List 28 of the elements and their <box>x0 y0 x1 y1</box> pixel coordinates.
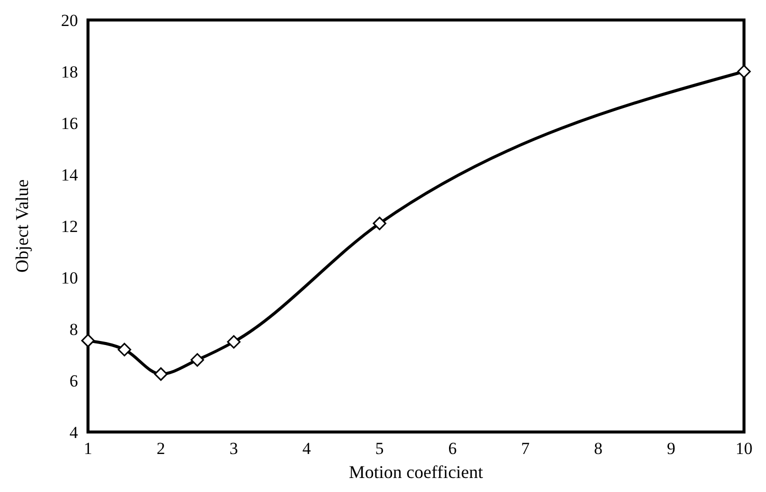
y-tick-label: 10 <box>61 268 78 288</box>
point <box>227 335 241 349</box>
y-tick-label: 4 <box>70 422 78 442</box>
x-tick-label: 5 <box>375 439 384 458</box>
point <box>737 64 751 78</box>
x-tick-label: 1 <box>84 439 92 458</box>
x-tick-label: 3 <box>230 439 238 458</box>
x-tick-label: 10 <box>736 439 752 458</box>
x-tick-label: 8 <box>594 439 602 458</box>
y-axis-title: Object Value <box>12 179 32 273</box>
x-tick-label: 9 <box>666 439 676 458</box>
point <box>81 334 95 348</box>
x-tick-label: 6 <box>448 439 457 458</box>
x-tick-label: 4 <box>302 439 312 458</box>
point <box>118 342 132 356</box>
y-tick-label: 6 <box>70 371 78 390</box>
y-tick-label: 16 <box>61 114 78 133</box>
x-tick-label: 2 <box>156 439 166 458</box>
x-tick-label: 7 <box>521 439 530 458</box>
x-axis-title: Motion coefficient <box>348 462 484 482</box>
point <box>154 367 168 381</box>
y-tick-label: 8 <box>70 320 78 339</box>
y-tick-label: 20 <box>61 10 78 30</box>
point <box>372 216 386 230</box>
y-tick-label: 14 <box>61 165 78 184</box>
y-tick-label: 12 <box>61 216 78 236</box>
y-tick-label: 18 <box>61 62 78 82</box>
point <box>190 353 204 367</box>
